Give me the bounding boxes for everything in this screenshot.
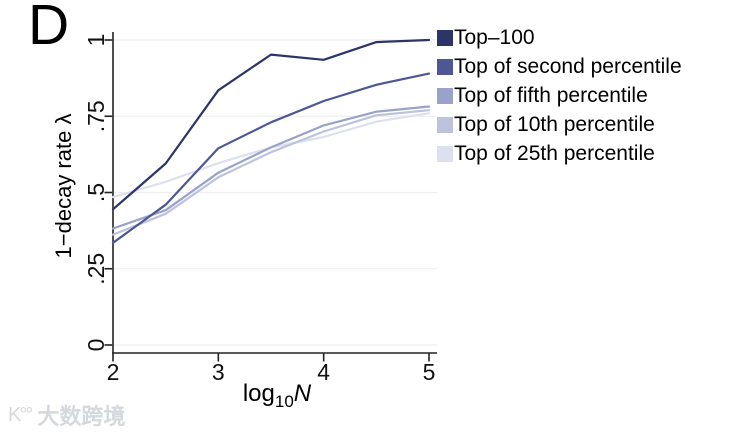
- x-axis-title-prefix: log: [242, 380, 275, 407]
- legend-label: Top of 25th percentile: [454, 141, 655, 165]
- series-line-1: [111, 72, 431, 244]
- y-axis-title: 1−decay rate λ: [51, 113, 76, 259]
- x-tick-label-4: 4: [317, 359, 330, 385]
- legend-label: Top of second percentile: [454, 54, 682, 78]
- x-tick-label-3: 3: [212, 359, 225, 385]
- panel-label: D: [28, 0, 70, 57]
- legend-swatch-icon: [437, 58, 453, 75]
- legend-swatch-icon: [437, 145, 453, 162]
- legend-label: Top of fifth percentile: [454, 83, 648, 107]
- legend-swatch-icon: [437, 87, 453, 104]
- watermark-logo-icon: K°°: [8, 403, 33, 426]
- y-tick-label-.25: .25: [83, 253, 109, 285]
- series-line-3: [111, 109, 431, 236]
- y-tick-label-.75: .75: [83, 100, 109, 132]
- watermark-text: 大数跨境: [37, 404, 126, 429]
- legend-item-1: Top of second percentile: [437, 52, 682, 81]
- x-axis-title-subscript: 10: [274, 391, 294, 411]
- legend-swatch-icon: [437, 29, 453, 46]
- series-line-2: [111, 105, 431, 230]
- legend-label: Top–100: [454, 25, 535, 49]
- watermark: K°° 大数跨境: [8, 399, 125, 431]
- legend-item-4: Top of 25th percentile: [437, 139, 682, 168]
- x-tick-label-5: 5: [423, 359, 436, 385]
- y-tick-label-0: 0: [83, 339, 109, 352]
- series-line-4: [111, 112, 431, 199]
- x-tick-label-2: 2: [107, 359, 120, 385]
- x-axis-title: log10N: [242, 380, 312, 411]
- legend-swatch-icon: [437, 116, 453, 133]
- legend-label: Top of 10th percentile: [454, 112, 655, 136]
- x-axis-title-variable: N: [293, 380, 312, 407]
- legend-item-3: Top of 10th percentile: [437, 110, 682, 139]
- series-line-0: [111, 38, 431, 211]
- legend-item-0: Top–100: [437, 23, 682, 52]
- y-tick-label-.5: .5: [83, 183, 109, 202]
- legend: Top–100 Top of second percentile Top of fi…: [437, 23, 682, 168]
- y-tick-label-1: 1: [83, 34, 109, 47]
- legend-item-2: Top of fifth percentile: [437, 81, 682, 110]
